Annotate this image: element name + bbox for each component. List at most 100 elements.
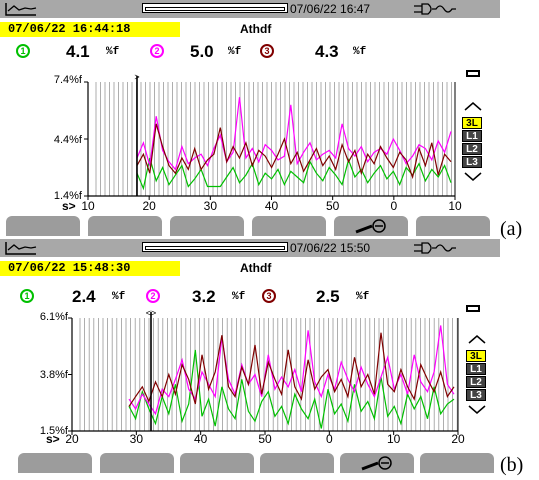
trend-icon bbox=[5, 3, 37, 16]
softkey-4[interactable] bbox=[252, 216, 326, 236]
cursor-timestamp: 07/06/22 15:48:30 bbox=[0, 261, 180, 276]
softkey-zoom-out[interactable] bbox=[340, 453, 414, 473]
battery-icon bbox=[466, 70, 480, 77]
x-tick-label: 40 bbox=[194, 432, 208, 446]
phase-2-unit: %f bbox=[228, 46, 242, 58]
x-tick-label: 40 bbox=[265, 199, 279, 213]
trend-chart[interactable]: s> 10 20 30 40 50 0 10 > bbox=[0, 0, 500, 236]
x-tick-label: 30 bbox=[204, 199, 218, 213]
selector-option-3l[interactable]: 3L bbox=[462, 117, 482, 129]
x-tick-label: 30 bbox=[130, 432, 144, 446]
x-tick-label: 50 bbox=[326, 199, 340, 213]
softkey-1[interactable] bbox=[6, 216, 80, 236]
selector-option-l3[interactable]: L3 bbox=[466, 389, 486, 401]
chevron-down-icon[interactable] bbox=[466, 405, 488, 415]
phase-2-value: 5.0 bbox=[190, 42, 214, 61]
series-line-phase-2 bbox=[136, 97, 452, 171]
x-tick-label: 20 bbox=[451, 432, 465, 446]
panel-label-b: (b) bbox=[500, 454, 524, 476]
softkey-zoom-out[interactable] bbox=[334, 216, 408, 236]
phase-1-icon: 1 bbox=[20, 289, 34, 303]
softkey-6[interactable] bbox=[416, 216, 490, 236]
phase-1-value: 2.4 bbox=[72, 287, 96, 306]
softkey-6[interactable] bbox=[420, 453, 494, 473]
x-tick-label: 10 bbox=[448, 199, 462, 213]
phase-selector[interactable]: 3L L1 L2 L3 bbox=[462, 98, 484, 187]
y-label-top: 7.4%f bbox=[53, 74, 82, 86]
x-axis-prefix: s> bbox=[46, 432, 60, 446]
y-label-mid: 3.8%f bbox=[39, 369, 68, 381]
selector-option-3l[interactable]: 3L bbox=[466, 350, 486, 362]
battery-icon bbox=[466, 305, 480, 312]
trend-icon bbox=[5, 242, 37, 255]
header-datetime: 07/06/22 15:50 bbox=[290, 241, 371, 255]
series-line-phase-2 bbox=[128, 325, 455, 416]
softkey-3[interactable] bbox=[180, 453, 254, 473]
grid-lines bbox=[95, 82, 452, 196]
phase-3-icon: 3 bbox=[262, 289, 276, 303]
x-tick-label: 20 bbox=[65, 432, 79, 446]
series-line-phase-1 bbox=[128, 349, 455, 429]
zoom-out-icon bbox=[355, 219, 386, 234]
phase-selector[interactable]: 3L L1 L2 L3 bbox=[466, 331, 488, 420]
phase-2-value: 3.2 bbox=[192, 287, 216, 306]
x-tick-label: 50 bbox=[258, 432, 272, 446]
softkey-1[interactable] bbox=[18, 453, 92, 473]
phase-1-icon: 1 bbox=[16, 44, 30, 58]
phase-2-icon: 2 bbox=[146, 289, 160, 303]
selector-option-l2[interactable]: L2 bbox=[466, 376, 486, 388]
chevron-up-icon[interactable] bbox=[466, 334, 488, 344]
phase-1-unit: %f bbox=[106, 46, 120, 58]
selector-option-l2[interactable]: L2 bbox=[462, 143, 482, 155]
phase-3-unit: %f bbox=[353, 46, 367, 58]
softkey-3[interactable] bbox=[170, 216, 244, 236]
screen-a: 07/06/22 16:47 07/06/22 16:44:18 Athdf 1… bbox=[0, 0, 500, 236]
phase-3-value: 2.5 bbox=[316, 287, 340, 306]
phase-2-icon: 2 bbox=[150, 44, 164, 58]
y-label-top: 6.1%f bbox=[39, 311, 68, 323]
chevron-up-icon[interactable] bbox=[462, 101, 484, 111]
measurement-mode: Athdf bbox=[240, 261, 272, 275]
y-label-mid: 4.4%f bbox=[53, 134, 82, 146]
series-line-phase-3 bbox=[128, 332, 455, 407]
x-axis-prefix: s> bbox=[62, 199, 76, 213]
trend-chart[interactable]: s> 20 30 40 50 0 10 20 <> bbox=[0, 239, 500, 475]
softkey-2[interactable] bbox=[100, 453, 174, 473]
selector-option-l3[interactable]: L3 bbox=[462, 156, 482, 168]
selector-option-l1[interactable]: L1 bbox=[466, 363, 486, 375]
softkey-bar bbox=[0, 216, 500, 236]
screen-b: 07/06/22 15:50 07/06/22 15:48:30 Athdf 1… bbox=[0, 239, 500, 475]
chevron-down-icon[interactable] bbox=[462, 172, 484, 182]
header-datetime: 07/06/22 16:47 bbox=[290, 2, 371, 16]
x-tick-label: 0 bbox=[390, 199, 397, 213]
phase-3-unit: %f bbox=[356, 291, 370, 303]
status-bar: 07/06/22 16:47 bbox=[0, 0, 500, 18]
x-tick-label: 0 bbox=[326, 432, 333, 446]
recording-progress bbox=[142, 3, 288, 13]
plug-icon bbox=[414, 3, 456, 15]
x-tick-label: 10 bbox=[81, 199, 95, 213]
measurement-mode: Athdf bbox=[240, 22, 272, 36]
series-line-phase-1 bbox=[136, 157, 452, 191]
phase-3-icon: 3 bbox=[260, 44, 274, 58]
recording-progress bbox=[142, 242, 288, 252]
y-label-bottom: 1.4%f bbox=[53, 190, 82, 202]
phase-1-value: 4.1 bbox=[66, 42, 90, 61]
cursor-marker: <> bbox=[146, 308, 157, 318]
cursor-timestamp: 07/06/22 16:44:18 bbox=[0, 22, 180, 37]
plug-icon bbox=[414, 242, 456, 254]
x-tick-label: 20 bbox=[142, 199, 156, 213]
status-bar: 07/06/22 15:50 bbox=[0, 239, 500, 257]
zoom-out-icon bbox=[361, 456, 392, 471]
softkey-4[interactable] bbox=[260, 453, 334, 473]
selector-option-l1[interactable]: L1 bbox=[462, 130, 482, 142]
series-line-phase-3 bbox=[136, 123, 452, 180]
phase-2-unit: %f bbox=[232, 291, 246, 303]
panel-label-a: (a) bbox=[500, 218, 523, 240]
softkey-bar bbox=[0, 453, 500, 473]
softkey-2[interactable] bbox=[88, 216, 162, 236]
cursor-marker: > bbox=[134, 72, 139, 82]
x-tick-label: 10 bbox=[387, 432, 401, 446]
y-label-bottom: 1.5%f bbox=[39, 425, 68, 437]
phase-3-value: 4.3 bbox=[315, 42, 339, 61]
